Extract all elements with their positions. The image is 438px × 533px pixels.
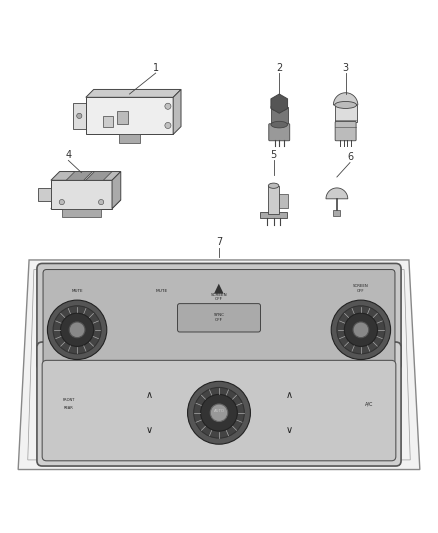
FancyBboxPatch shape (62, 208, 101, 217)
Text: REAR: REAR (64, 406, 73, 410)
Text: MUTE: MUTE (156, 288, 168, 293)
FancyBboxPatch shape (279, 195, 288, 207)
FancyBboxPatch shape (177, 304, 261, 332)
Polygon shape (86, 98, 173, 134)
Text: 2: 2 (276, 63, 283, 73)
Text: 6: 6 (347, 152, 353, 163)
Circle shape (210, 404, 228, 422)
Text: 1: 1 (152, 63, 159, 73)
Polygon shape (51, 180, 112, 208)
FancyBboxPatch shape (37, 342, 401, 466)
Circle shape (60, 313, 94, 346)
Circle shape (337, 306, 385, 354)
Polygon shape (18, 260, 420, 470)
Circle shape (99, 199, 104, 205)
Circle shape (165, 123, 171, 128)
Circle shape (353, 322, 369, 338)
Text: 7: 7 (216, 238, 222, 247)
Text: ∨: ∨ (285, 425, 293, 435)
Polygon shape (271, 94, 288, 113)
Circle shape (59, 199, 64, 205)
FancyBboxPatch shape (333, 210, 340, 216)
Text: SCREEN
OFF: SCREEN OFF (211, 293, 227, 301)
Polygon shape (51, 172, 121, 180)
Text: MUTE: MUTE (71, 289, 83, 293)
Polygon shape (66, 172, 92, 180)
FancyBboxPatch shape (119, 134, 141, 143)
FancyBboxPatch shape (42, 360, 396, 461)
Text: 5: 5 (270, 150, 277, 160)
Circle shape (344, 313, 378, 346)
Text: ∨: ∨ (145, 425, 153, 435)
FancyBboxPatch shape (335, 105, 357, 123)
Circle shape (331, 300, 391, 359)
Ellipse shape (271, 122, 288, 128)
FancyBboxPatch shape (43, 270, 395, 364)
Polygon shape (173, 90, 181, 134)
FancyBboxPatch shape (103, 116, 113, 127)
Polygon shape (86, 172, 112, 180)
Polygon shape (326, 188, 348, 199)
Circle shape (165, 103, 171, 109)
FancyBboxPatch shape (335, 122, 356, 141)
Text: SCREEN
OFF: SCREEN OFF (353, 284, 369, 293)
Polygon shape (38, 188, 51, 201)
Text: AUTO: AUTO (213, 409, 225, 413)
Text: FRONT: FRONT (62, 398, 74, 402)
Circle shape (201, 394, 237, 431)
Ellipse shape (335, 101, 357, 108)
Text: SYNC
OFF: SYNC OFF (213, 313, 225, 322)
Ellipse shape (271, 103, 288, 111)
Polygon shape (86, 90, 181, 98)
FancyBboxPatch shape (117, 111, 128, 124)
Circle shape (77, 113, 82, 118)
FancyBboxPatch shape (37, 263, 401, 370)
Polygon shape (333, 93, 358, 105)
Circle shape (194, 387, 244, 438)
FancyBboxPatch shape (261, 212, 287, 219)
Circle shape (53, 306, 101, 354)
Text: ∧: ∧ (145, 390, 153, 400)
Text: 4: 4 (65, 150, 71, 160)
Polygon shape (73, 103, 86, 129)
FancyBboxPatch shape (269, 124, 290, 141)
Circle shape (69, 322, 85, 338)
Polygon shape (112, 172, 121, 208)
Circle shape (47, 300, 107, 359)
FancyBboxPatch shape (271, 107, 288, 125)
Text: ▲: ▲ (214, 282, 224, 295)
Polygon shape (51, 200, 121, 208)
Ellipse shape (268, 183, 279, 188)
FancyBboxPatch shape (268, 185, 279, 214)
Text: 3: 3 (343, 63, 349, 73)
Text: ∧: ∧ (285, 390, 293, 400)
Text: A/C: A/C (365, 401, 374, 407)
Circle shape (187, 381, 251, 444)
